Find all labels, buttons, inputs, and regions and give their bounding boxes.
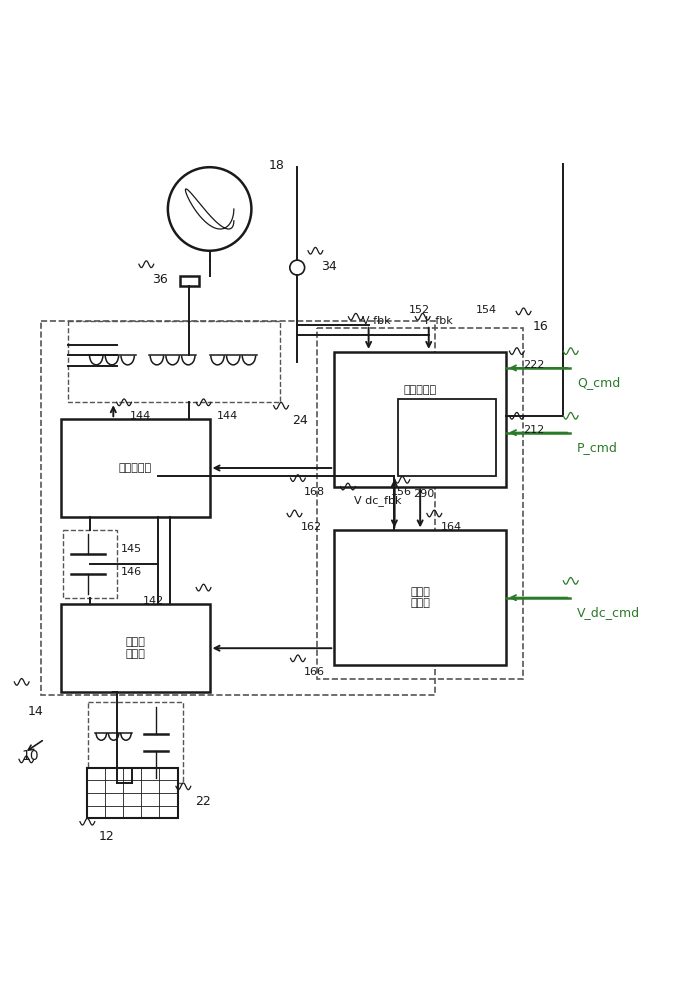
Text: I  fbk: I fbk	[426, 316, 453, 326]
Text: P_cmd: P_cmd	[577, 441, 618, 454]
Text: 142: 142	[143, 596, 164, 606]
Bar	[180, 276, 199, 286]
Text: 14: 14	[28, 705, 44, 718]
Text: 24: 24	[293, 414, 308, 427]
Bar	[398, 399, 496, 476]
Text: 168: 168	[304, 487, 325, 497]
Text: 22: 22	[195, 795, 211, 808]
Text: 18: 18	[268, 159, 284, 172]
Text: 光伏侧
变流器: 光伏侧 变流器	[410, 587, 430, 608]
Text: 36: 36	[152, 273, 168, 286]
Text: 16: 16	[533, 320, 549, 333]
Bar	[87, 768, 177, 818]
Text: V dc_fbk: V dc_fbk	[354, 495, 402, 506]
Text: Q_cmd: Q_cmd	[577, 376, 620, 389]
Bar	[68, 321, 280, 402]
Text: 212: 212	[523, 425, 544, 435]
Bar	[334, 352, 506, 487]
Bar	[41, 321, 435, 695]
Text: 10: 10	[21, 749, 39, 763]
Text: 145: 145	[121, 544, 142, 554]
Bar	[317, 328, 523, 679]
Text: 154: 154	[476, 305, 497, 315]
Bar	[89, 702, 183, 783]
Text: 290: 290	[413, 489, 434, 499]
Bar	[61, 604, 209, 692]
Text: 222: 222	[523, 360, 544, 370]
Text: 166: 166	[304, 667, 325, 677]
Bar	[61, 419, 209, 517]
Text: 144: 144	[216, 411, 237, 421]
Text: V fbk: V fbk	[362, 316, 391, 326]
Text: 光伏侧
变流器: 光伏侧 变流器	[125, 637, 145, 659]
Text: 152: 152	[409, 305, 430, 315]
Text: 164: 164	[441, 522, 462, 532]
Text: 网侧变流器: 网侧变流器	[119, 463, 152, 473]
Text: 34: 34	[321, 260, 337, 273]
Text: 12: 12	[99, 830, 115, 843]
Text: 156: 156	[391, 487, 412, 497]
Text: 146: 146	[121, 567, 142, 577]
Text: 网侧控制器: 网侧控制器	[404, 385, 436, 395]
Text: 144: 144	[130, 411, 151, 421]
Bar	[63, 530, 117, 598]
Bar	[334, 530, 506, 665]
Text: 162: 162	[301, 522, 322, 532]
Text: V_dc_cmd: V_dc_cmd	[577, 606, 640, 619]
